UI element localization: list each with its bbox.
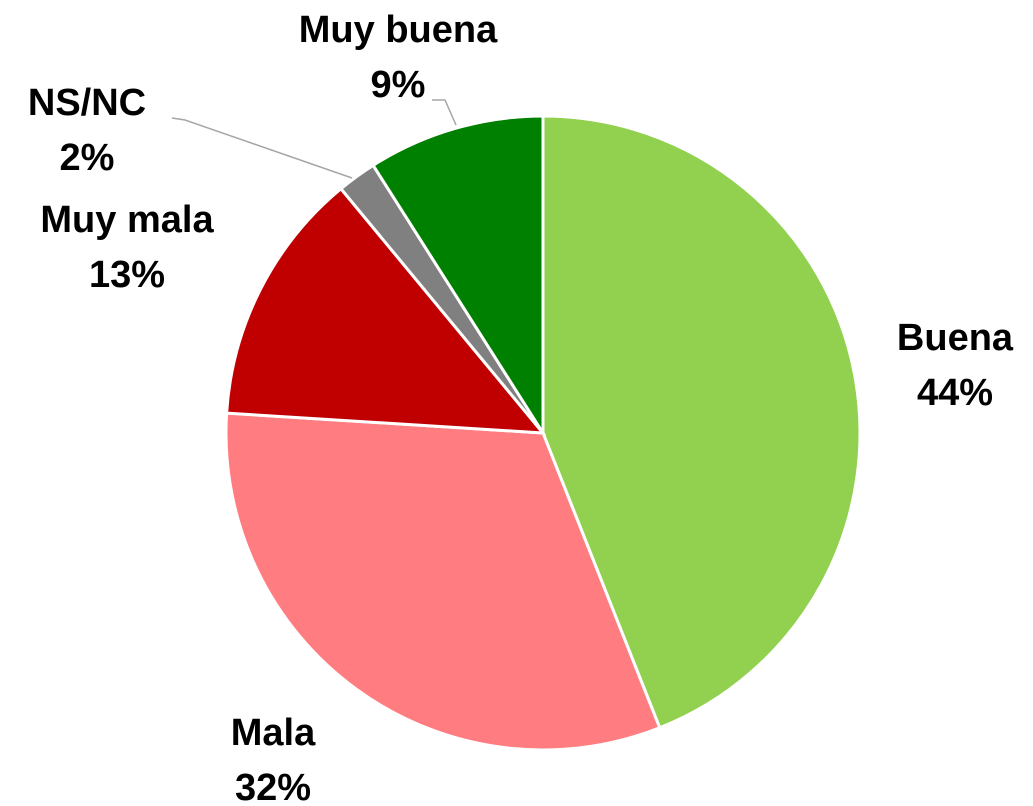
pie-slice <box>541 114 862 730</box>
pie-slice <box>371 114 545 439</box>
slice-label: Muy buena <box>299 9 498 51</box>
pie-slice <box>224 411 662 752</box>
slice-value-label: 44% <box>917 372 993 414</box>
slice-label: Muy mala <box>40 199 214 241</box>
slice-value-label: 13% <box>89 254 165 296</box>
slice-value-label: 9% <box>371 64 426 106</box>
leader-line <box>432 99 457 126</box>
data-labels: Buena 44% Mala 32% Muy mala 13% NS/NC 2% Muy bue… <box>28 9 1014 806</box>
slice-label: Mala <box>231 712 316 754</box>
leader-line <box>171 117 353 179</box>
slice-label: Buena <box>897 317 1014 359</box>
pie-slice <box>225 186 547 435</box>
slice-label: NS/NC <box>28 82 146 124</box>
pie <box>224 114 862 752</box>
slice-value-label: 2% <box>60 137 115 179</box>
slice-value-label: 32% <box>235 767 311 806</box>
